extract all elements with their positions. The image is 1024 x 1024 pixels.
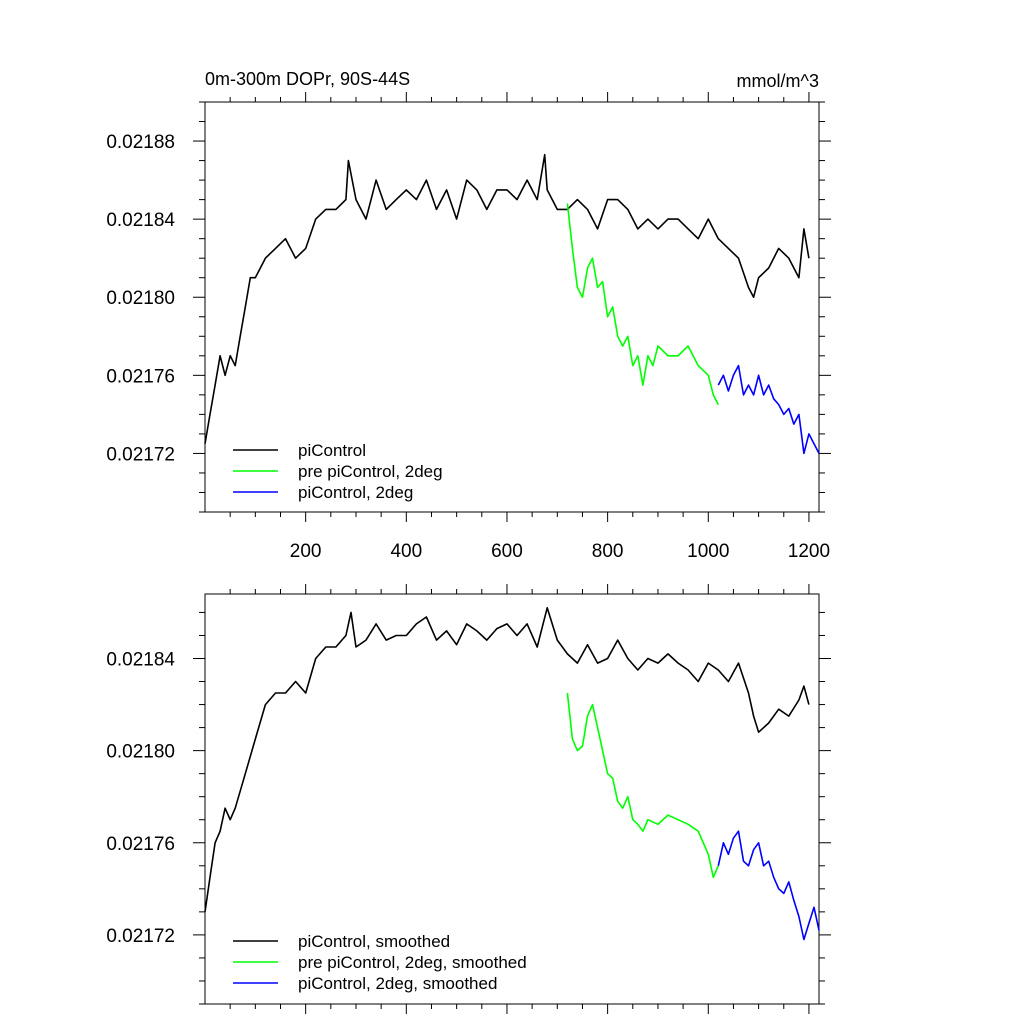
legend-label-picontrol-2deg: piControl, 2deg [298, 483, 413, 502]
plot-frame [204, 101, 820, 513]
bottom-chart-smoothed: 0.02184 0.02180 0.02176 0.02172 piControl, … [106, 584, 831, 1014]
legend-label-picontrol: piControl [298, 441, 366, 460]
y-tick-label: 0.02172 [106, 926, 175, 947]
x-tick-label: 600 [491, 541, 523, 562]
x-tick-label: 200 [290, 541, 322, 562]
legend: piControl pre piControl, 2deg piControl,… [233, 441, 443, 502]
tick-marks: 200 400 600 800 1000 1200 0.02188 0.02184 0.0218… [106, 92, 831, 562]
y-tick-label: 0.02180 [106, 742, 175, 763]
legend-label-pre-picontrol-2deg: pre piControl, 2deg [298, 462, 443, 481]
x-tick-label: 1200 [788, 541, 830, 562]
y-tick-label: 0.02176 [106, 366, 175, 387]
top-chart: 0m-300m DOPr, 90S-44S mmol/m^3 200 400 600… [106, 69, 831, 562]
plot-frame [204, 593, 820, 1005]
series-line-pre-picontrol-2deg [566, 203, 720, 405]
legend-label-pre-picontrol-2deg-smoothed: pre piControl, 2deg, smoothed [298, 953, 527, 972]
series-line-picontrol-2deg [717, 364, 820, 455]
x-tick-label: 400 [390, 541, 422, 562]
x-tick-label: 1000 [687, 541, 729, 562]
x-tick-label: 800 [592, 541, 624, 562]
legend: piControl, smoothed pre piControl, 2deg,… [233, 932, 527, 993]
series-line-picontrol-smoothed [204, 606, 810, 913]
y-tick-label: 0.02176 [106, 834, 175, 855]
series-line-picontrol [204, 153, 810, 444]
chart-title: 0m-300m DOPr, 90S-44S [205, 69, 410, 89]
series-line-pre-picontrol-2deg-smoothed [566, 692, 720, 879]
series-lines [204, 606, 820, 941]
units-label: mmol/m^3 [737, 71, 819, 91]
y-tick-label: 0.02172 [106, 444, 175, 465]
legend-label-picontrol-2deg-smoothed: piControl, 2deg, smoothed [298, 974, 497, 993]
y-tick-label: 0.02184 [106, 649, 175, 670]
y-tick-label: 0.02180 [106, 288, 175, 309]
series-lines [204, 153, 820, 455]
tick-marks: 0.02184 0.02180 0.02176 0.02172 [106, 584, 831, 1014]
y-tick-label: 0.02188 [106, 132, 175, 153]
legend-label-picontrol-smoothed: piControl, smoothed [298, 932, 450, 951]
y-tick-label: 0.02184 [106, 210, 175, 231]
series-line-picontrol-2deg-smoothed [717, 830, 820, 941]
